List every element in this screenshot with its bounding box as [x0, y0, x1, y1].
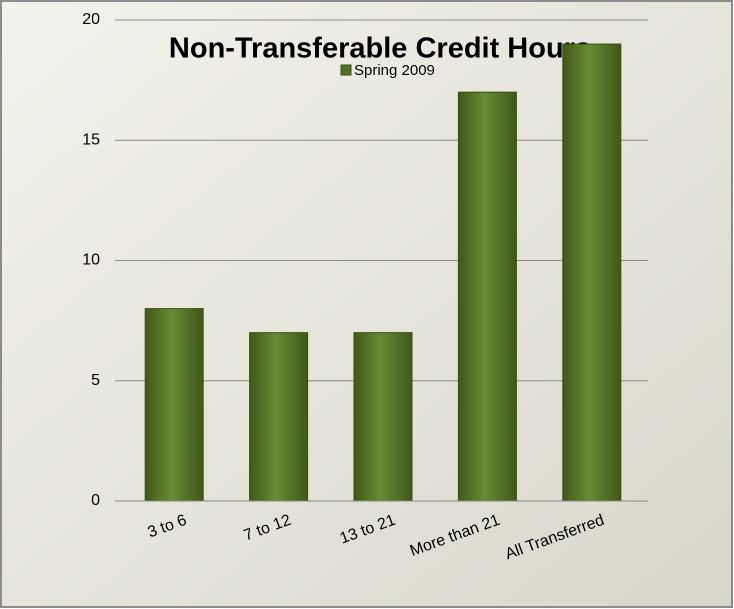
y-tick-label: 15 [82, 131, 100, 148]
bar [249, 332, 309, 502]
legend-swatch [340, 64, 352, 76]
y-tick-label: 10 [82, 252, 100, 269]
y-tick-label: 0 [91, 492, 100, 509]
bar [353, 332, 413, 502]
legend-label: Spring 2009 [354, 62, 435, 79]
chart-title: Non-Transferable Credit Hours [169, 33, 591, 65]
bar [562, 43, 622, 502]
y-tick-label: 5 [91, 372, 100, 389]
legend: Spring 2009 [340, 62, 435, 79]
bar [144, 308, 204, 502]
bar [457, 91, 517, 502]
y-tick-label: 20 [82, 11, 100, 28]
